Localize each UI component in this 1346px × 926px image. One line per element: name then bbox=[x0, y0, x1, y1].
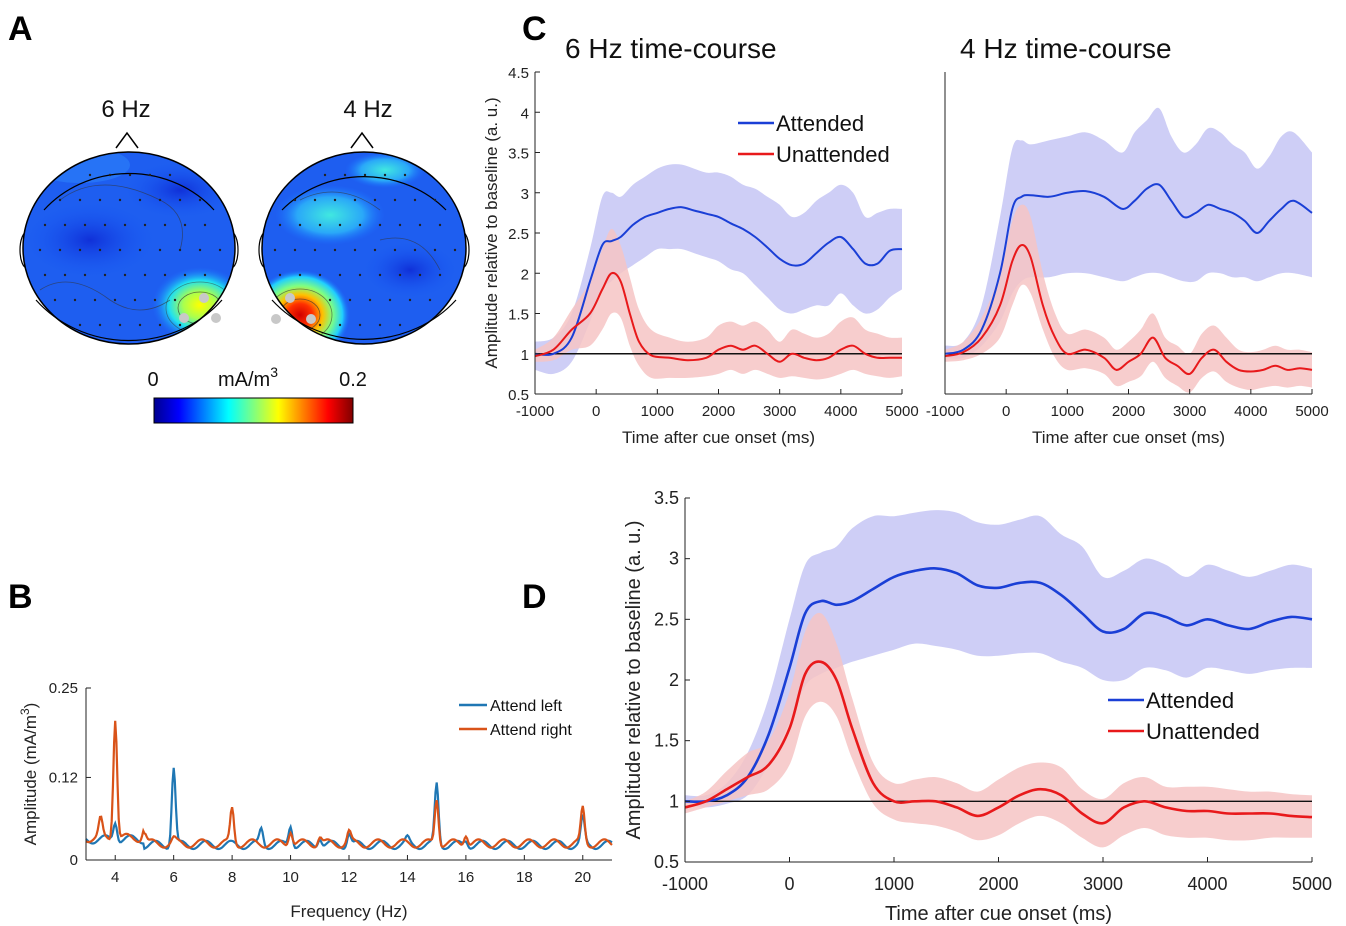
y-tick-label: 3.5 bbox=[508, 146, 529, 163]
y-axis-label: Amplitude (mA/m3) bbox=[18, 703, 40, 846]
y-tick-label: 0.12 bbox=[49, 769, 78, 786]
x-axis-label: Time after cue onset (ms) bbox=[622, 428, 815, 447]
confidence-band-attended bbox=[945, 107, 1312, 359]
series-line-attended bbox=[944, 183, 1313, 355]
x-tick-label: 0 bbox=[784, 874, 794, 894]
chart-panel-c-6hz: -1000 0 1000 2000 3000 4000 5000 0.5 1 1.5 2 2.5 3 3.… bbox=[482, 33, 919, 447]
chart-title: 4 Hz time-course bbox=[960, 33, 1172, 64]
chart-title: 6 Hz time-course bbox=[565, 33, 777, 64]
x-tick-label: 2000 bbox=[978, 874, 1018, 894]
colorbar-min-label: 0 bbox=[147, 369, 158, 391]
x-tick-label: 4000 bbox=[824, 403, 857, 420]
y-tick-label: 1 bbox=[521, 347, 529, 364]
confidence-band-attended bbox=[685, 510, 1312, 808]
legend-label: Attended bbox=[1146, 688, 1234, 713]
x-axis-label: Time after cue onset (ms) bbox=[885, 903, 1112, 925]
scalp-map-4hz bbox=[258, 131, 470, 345]
panel-letter-a: A bbox=[8, 10, 33, 48]
panel-letter-d: D bbox=[522, 578, 547, 616]
x-tick-label: -1000 bbox=[662, 874, 708, 894]
colorbar bbox=[153, 397, 354, 424]
x-tick-label: 5000 bbox=[1295, 403, 1328, 420]
series-line-attend-left bbox=[85, 767, 613, 851]
y-tick-label: 2.5 bbox=[654, 609, 679, 629]
series-line-attended bbox=[684, 567, 1313, 804]
y-tick-label: 0 bbox=[70, 852, 78, 869]
chart-panel-c-4hz: -1000 0 1000 2000 3000 4000 5000 Time after cue… bbox=[926, 33, 1329, 447]
x-tick-label: 3000 bbox=[763, 403, 796, 420]
x-tick-label: 18 bbox=[516, 869, 533, 886]
x-tick-label: -1000 bbox=[516, 403, 554, 420]
series-line-unattended bbox=[944, 244, 1313, 376]
panel-a: 6 Hz 4 Hz bbox=[19, 96, 470, 424]
y-tick-label: 3 bbox=[521, 186, 529, 203]
legend-label: Attend left bbox=[490, 698, 563, 715]
series-line-unattended bbox=[684, 660, 1313, 825]
series-line-unattended bbox=[534, 271, 902, 363]
y-tick-label: 0.5 bbox=[654, 852, 679, 872]
colorbar-unit: mA/m3 bbox=[218, 364, 278, 391]
chart-panel-d: -1000 0 1000 2000 3000 4000 5000 0.5 1 1.5 2 2.5 3 3.… bbox=[623, 488, 1332, 925]
scalp-map-6hz bbox=[19, 131, 239, 345]
y-axis-label: Amplitude relative to baseline (a. u.) bbox=[482, 97, 501, 368]
map-label-6hz: 6 Hz bbox=[101, 96, 150, 123]
panel-letter-b: B bbox=[8, 578, 33, 616]
chart-panel-b: 4 6 8 10 12 14 16 18 20 0 0.12 0.25 Frequency (Hz) Am… bbox=[18, 680, 613, 921]
y-tick-label: 4 bbox=[521, 105, 529, 122]
x-tick-label: 3000 bbox=[1173, 403, 1206, 420]
x-tick-label: 5000 bbox=[1292, 874, 1332, 894]
y-tick-label: 1 bbox=[669, 791, 679, 811]
x-tick-label: 3000 bbox=[1083, 874, 1123, 894]
y-tick-label: 1.5 bbox=[654, 731, 679, 751]
x-tick-label: 14 bbox=[399, 869, 416, 886]
panel-letter-c: C bbox=[522, 10, 547, 48]
map-label-4hz: 4 Hz bbox=[343, 96, 392, 123]
x-tick-label: 4000 bbox=[1234, 403, 1267, 420]
y-tick-label: 2 bbox=[521, 266, 529, 283]
y-tick-label: 4.5 bbox=[508, 65, 529, 82]
x-axis-label: Time after cue onset (ms) bbox=[1032, 428, 1225, 447]
x-tick-label: 0 bbox=[592, 403, 600, 420]
legend-label: Attend right bbox=[490, 722, 572, 739]
y-tick-label: 0.5 bbox=[508, 387, 529, 404]
y-tick-label: 2 bbox=[669, 670, 679, 690]
colorbar-max-label: 0.2 bbox=[339, 369, 367, 391]
legend-label: Unattended bbox=[1146, 719, 1260, 744]
y-tick-label: 0.25 bbox=[49, 680, 78, 697]
x-tick-label: 4 bbox=[111, 869, 119, 886]
x-tick-label: 2000 bbox=[702, 403, 735, 420]
x-tick-label: 6 bbox=[169, 869, 177, 886]
x-axis-label: Frequency (Hz) bbox=[290, 902, 407, 921]
x-tick-label: 5000 bbox=[885, 403, 918, 420]
x-tick-label: 20 bbox=[574, 869, 591, 886]
x-tick-label: 0 bbox=[1002, 403, 1010, 420]
x-tick-label: -1000 bbox=[926, 403, 964, 420]
x-tick-label: 12 bbox=[341, 869, 358, 886]
x-tick-label: 1000 bbox=[641, 403, 674, 420]
x-tick-label: 8 bbox=[228, 869, 236, 886]
x-tick-label: 1000 bbox=[874, 874, 914, 894]
x-tick-label: 4000 bbox=[1187, 874, 1227, 894]
y-tick-label: 3.5 bbox=[654, 488, 679, 508]
legend-label: Unattended bbox=[776, 142, 890, 167]
confidence-band-unattended bbox=[945, 204, 1312, 393]
series-line-attend-right bbox=[85, 720, 613, 849]
y-axis-label: Amplitude relative to baseline (a. u.) bbox=[623, 520, 645, 839]
series-line-attended bbox=[534, 206, 903, 356]
y-tick-label: 1.5 bbox=[508, 307, 529, 324]
confidence-band-unattended bbox=[535, 228, 902, 380]
x-tick-label: 2000 bbox=[1112, 403, 1145, 420]
legend-label: Attended bbox=[776, 111, 864, 136]
x-tick-label: 1000 bbox=[1051, 403, 1084, 420]
confidence-band-unattended bbox=[685, 612, 1312, 848]
confidence-band-attended bbox=[535, 164, 902, 375]
x-tick-label: 10 bbox=[282, 869, 299, 886]
y-tick-label: 2.5 bbox=[508, 226, 529, 243]
x-tick-label: 16 bbox=[458, 869, 475, 886]
y-tick-label: 3 bbox=[669, 549, 679, 569]
